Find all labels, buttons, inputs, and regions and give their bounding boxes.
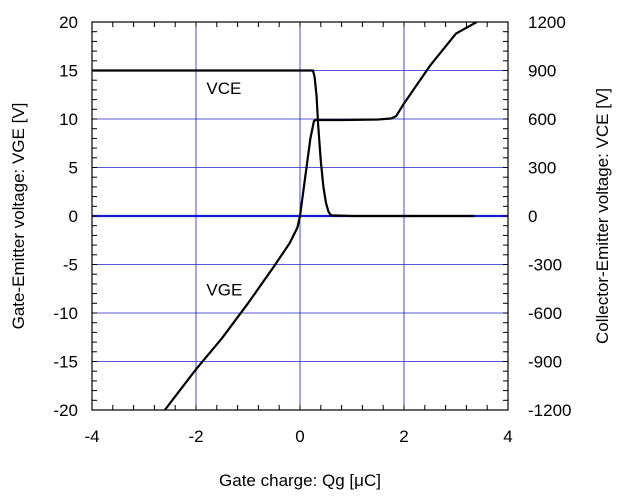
annotation-vge: VGE — [206, 281, 242, 300]
y-left-tick-label: 0 — [69, 207, 78, 226]
series-line-vge — [163, 22, 478, 410]
y-right-tick-label: 0 — [528, 207, 537, 226]
x-tick-label: 0 — [295, 427, 304, 446]
y-axis-right-title: Collector-Emitter voltage: VCE [V] — [593, 88, 612, 344]
y-left-tick-label: -10 — [53, 304, 78, 323]
ticks — [91, 21, 509, 411]
x-tick-label: 4 — [503, 427, 512, 446]
y-right-tick-label: -1200 — [528, 401, 571, 420]
y-right-tick-label: 300 — [528, 159, 556, 178]
y-right-tick-label: -900 — [528, 353, 562, 372]
x-tick-label: -4 — [84, 427, 99, 446]
y-right-tick-label: 1200 — [528, 13, 566, 32]
y-left-tick-label: 5 — [69, 159, 78, 178]
series-line-vce — [92, 69, 475, 218]
y-left-tick-label: -15 — [53, 353, 78, 372]
series-layer — [92, 22, 478, 410]
y-left-tick-label: 15 — [59, 62, 78, 81]
x-tick-label: -2 — [188, 427, 203, 446]
tick-labels: -4 -2 0 2 420151050-5-10-15-2012009006003000… — [53, 13, 571, 446]
y-left-tick-label: -5 — [63, 256, 78, 275]
x-axis-title: Gate charge: Qg [μC] — [219, 471, 381, 490]
y-right-tick-label: 600 — [528, 110, 556, 129]
y-left-tick-label: 10 — [59, 110, 78, 129]
y-right-tick-label: -300 — [528, 256, 562, 275]
y-right-tick-label: 900 — [528, 62, 556, 81]
annotation-vce: VCE — [206, 79, 241, 98]
x-tick-label: 2 — [399, 427, 408, 446]
y-right-tick-label: -600 — [528, 304, 562, 323]
y-left-tick-label: 20 — [59, 13, 78, 32]
y-left-tick-label: -20 — [53, 401, 78, 420]
y-axis-left-title: Gate-Emitter voltage: VGE [V] — [9, 103, 28, 330]
